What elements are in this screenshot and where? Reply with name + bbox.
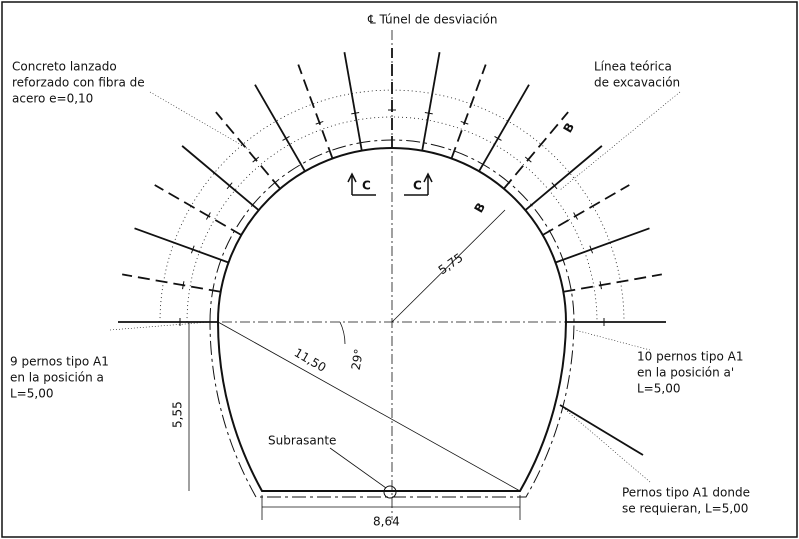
note-line: Concreto lanzado	[12, 60, 117, 74]
note-line: de excavación	[594, 76, 680, 90]
note-line: L=5,00	[10, 387, 53, 401]
rock-bolt	[182, 146, 259, 210]
bolt-tick	[425, 113, 433, 114]
rock-bolt	[452, 65, 486, 159]
rock-bolt	[344, 52, 361, 150]
note-line: L=5,00	[637, 382, 680, 396]
geometry	[110, 30, 680, 520]
rock-bolt	[298, 65, 332, 159]
dimension: 5,75	[436, 251, 466, 278]
note-line: 9 pernos tipo A1	[10, 355, 109, 369]
rock-bolt	[556, 228, 650, 262]
bolt-tick	[351, 113, 359, 114]
angle-arc	[340, 322, 345, 344]
dimension: 29°	[349, 348, 366, 371]
rock-bolt	[255, 85, 305, 172]
dimension: 5,55	[171, 401, 185, 428]
note-line: en la posición a	[10, 371, 104, 385]
dimension: 8,64	[373, 515, 400, 529]
grade-label: Subrasante	[268, 434, 336, 448]
title: ℄ Túnel de desviación	[367, 13, 498, 27]
section-label: B	[472, 200, 489, 215]
leader	[575, 330, 650, 350]
radius-line	[218, 322, 520, 491]
note-line: acero e=0,10	[12, 92, 93, 106]
rock-bolt	[122, 274, 220, 291]
leader	[330, 448, 386, 488]
rock-bolt	[422, 52, 439, 150]
leader	[560, 92, 680, 190]
rock-bolt	[560, 405, 643, 455]
leader	[110, 322, 210, 330]
note-line: Línea teórica	[594, 60, 672, 74]
rock-bolt	[525, 146, 602, 210]
section-label: C	[413, 179, 422, 193]
section-label: C	[362, 179, 371, 193]
section-label: B	[561, 120, 578, 135]
dimension: 11,50	[292, 346, 329, 375]
rock-bolt	[135, 228, 229, 262]
tunnel-section-drawing: ℄ Túnel de desviación Concreto lanzado r…	[0, 0, 799, 539]
leader	[560, 405, 650, 482]
rock-bolt	[155, 185, 242, 235]
bolt-tick	[600, 281, 601, 289]
rock-bolt	[479, 85, 529, 172]
note-line: Pernos tipo A1 donde	[622, 486, 750, 500]
rock-bolt	[543, 185, 630, 235]
rock-bolt	[563, 274, 661, 291]
note-line: reforzado con fibra de	[12, 76, 145, 90]
rock-bolt	[504, 112, 568, 189]
note-line: se requieran, L=5,00	[622, 502, 748, 516]
rock-bolt	[216, 112, 280, 189]
leader	[150, 92, 250, 150]
bolt-tick	[183, 281, 184, 289]
note-line: en la posición a'	[637, 366, 734, 380]
note-line: 10 pernos tipo A1	[637, 350, 743, 364]
